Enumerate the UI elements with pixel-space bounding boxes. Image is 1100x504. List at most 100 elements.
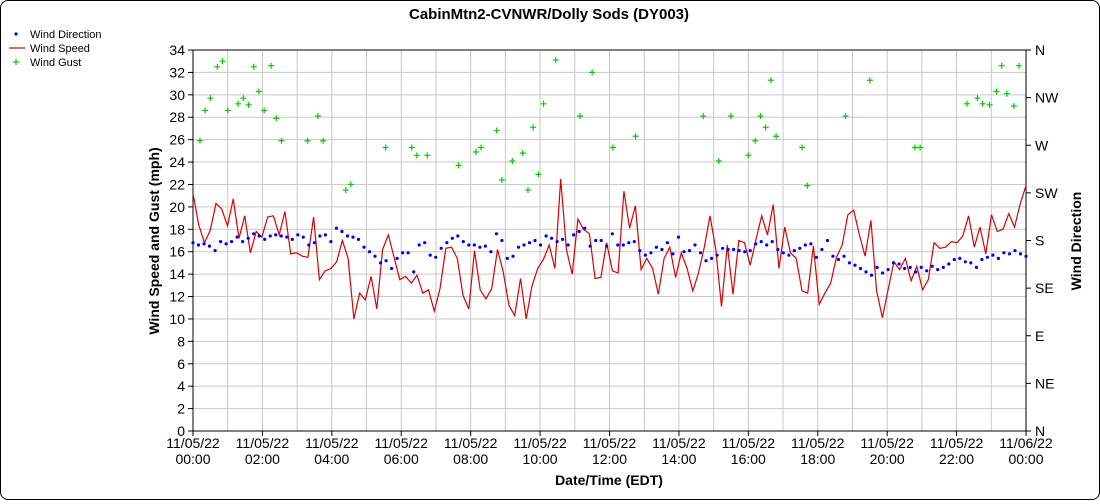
- gust-point: [472, 148, 479, 155]
- y2-tick-label: SW: [1035, 185, 1058, 201]
- direction-point: [825, 238, 830, 243]
- direction-point: [196, 243, 201, 247]
- x-tick-date: 11/05/22: [652, 435, 706, 451]
- y-tick-label: 32: [169, 64, 185, 80]
- direction-point: [588, 244, 592, 248]
- direction-point: [583, 226, 587, 230]
- direction-point: [715, 253, 719, 257]
- x-tick-time: 00:00: [175, 451, 210, 467]
- gust-point: [773, 133, 780, 140]
- gust-point: [509, 157, 516, 164]
- gust-point: [762, 124, 769, 131]
- direction-point: [798, 246, 802, 250]
- direction-point: [958, 256, 962, 260]
- direction-point: [323, 233, 327, 237]
- gust-point: [842, 113, 849, 120]
- direction-point: [367, 250, 372, 254]
- direction-point: [737, 249, 741, 253]
- gust-point: [917, 144, 924, 151]
- gust-point: [1010, 103, 1017, 110]
- gust-point: [261, 107, 268, 114]
- x-tick-date: 11/05/22: [166, 435, 220, 451]
- direction-point: [533, 238, 537, 243]
- direction-point: [1013, 249, 1017, 253]
- gust-point: [993, 88, 1000, 95]
- gust-point: [493, 127, 500, 134]
- direction-point: [279, 234, 283, 238]
- direction-point: [1007, 252, 1012, 256]
- direction-point: [561, 237, 565, 241]
- direction-point: [759, 240, 763, 244]
- direction-point: [395, 256, 399, 260]
- x-tick-date: 11/05/22: [513, 435, 567, 451]
- direction-point: [577, 229, 581, 234]
- gust-point: [727, 113, 734, 120]
- gust-point: [745, 152, 752, 159]
- direction-point: [384, 259, 388, 263]
- direction-point: [621, 243, 625, 247]
- direction-point: [980, 257, 984, 262]
- direction-point: [412, 270, 416, 274]
- gust-point: [552, 57, 559, 64]
- x-tick-date: 11/05/22: [305, 435, 359, 451]
- y-tick-label: 20: [169, 199, 185, 215]
- direction-point: [351, 235, 355, 239]
- direction-point: [1018, 252, 1023, 256]
- direction-point: [820, 247, 824, 252]
- direction-point: [235, 235, 239, 239]
- legend: Wind Direction Wind Speed Wind Gust: [9, 29, 102, 69]
- direction-point: [963, 260, 967, 264]
- direction-point: [494, 232, 498, 236]
- direction-point: [787, 253, 791, 257]
- x-tick-date: 11/05/22: [860, 435, 914, 451]
- x-tick-time: 08:00: [453, 451, 488, 467]
- direction-point: [991, 253, 995, 257]
- gust-point: [540, 100, 547, 107]
- direction-point: [544, 234, 548, 238]
- gust-point: [530, 124, 537, 131]
- direction-point: [710, 256, 714, 260]
- gust-point: [413, 152, 420, 159]
- x-tick-time: 14:00: [661, 451, 696, 467]
- direction-point: [930, 264, 934, 268]
- direction-point: [665, 241, 670, 245]
- y-tick-label: 16: [169, 244, 185, 260]
- gust-point: [214, 63, 221, 70]
- y-tick-label: 30: [169, 87, 185, 103]
- y-tick-label: 14: [169, 266, 185, 282]
- gust-point: [767, 77, 774, 84]
- direction-point: [687, 249, 692, 253]
- y-tick-label: 8: [177, 333, 185, 349]
- direction-point: [682, 250, 686, 254]
- direction-point: [875, 265, 879, 269]
- legend-marker-wind-direction: [14, 32, 18, 36]
- direction-point: [312, 241, 316, 245]
- gust-point: [866, 77, 873, 84]
- direction-point: [401, 251, 405, 255]
- direction-point: [803, 243, 807, 247]
- direction-point: [527, 241, 532, 245]
- direction-point: [809, 242, 813, 246]
- direction-point: [318, 234, 322, 238]
- legend-label-wind-gust: Wind Gust: [30, 57, 81, 69]
- x-tick-time: 10:00: [523, 451, 558, 467]
- x-tick-date: 11/05/22: [722, 435, 776, 451]
- y2-tick-label: W: [1035, 137, 1049, 153]
- direction-point: [925, 269, 929, 273]
- y-tick-label: 2: [177, 401, 185, 417]
- y2-tick-label: S: [1035, 233, 1044, 249]
- direction-point: [605, 244, 609, 248]
- gust-point: [963, 100, 970, 107]
- direction-point: [858, 266, 863, 271]
- gust-point: [752, 137, 759, 144]
- direction-point: [252, 232, 256, 236]
- y2-axis-label: Wind Direction: [1068, 192, 1084, 291]
- gust-point: [240, 95, 247, 102]
- y2-tick-label: NE: [1035, 375, 1054, 391]
- direction-point: [483, 244, 487, 248]
- direction-point: [307, 243, 311, 247]
- chart-title: CabinMtn2-CVNWR/Dolly Sods (DY003): [409, 6, 689, 23]
- x-tick-date: 11/05/22: [583, 435, 637, 451]
- gust-point: [196, 137, 203, 144]
- speed-line: [192, 178, 1027, 320]
